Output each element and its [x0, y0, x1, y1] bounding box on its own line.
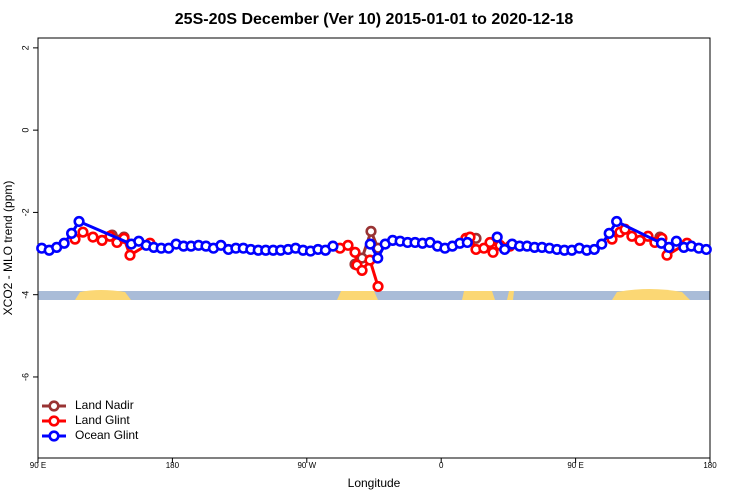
point	[365, 225, 377, 237]
land-band	[75, 290, 131, 300]
y-tick-label: 2	[20, 45, 30, 50]
point	[603, 227, 615, 239]
y-tick-label: -4	[20, 291, 30, 299]
x-tick-label: 90 W	[297, 461, 316, 470]
point	[663, 241, 675, 253]
point	[461, 236, 473, 249]
point	[58, 237, 70, 249]
surface-band	[38, 289, 710, 300]
point	[487, 246, 499, 258]
legend-label: Land Nadir	[75, 398, 134, 412]
point	[484, 236, 496, 249]
point	[73, 215, 85, 228]
point	[596, 238, 608, 250]
legend-label: Ocean Glint	[75, 428, 139, 442]
point	[349, 246, 361, 258]
point	[372, 280, 384, 293]
point	[499, 243, 511, 256]
point	[364, 238, 376, 250]
x-tick-label: 180	[166, 461, 180, 470]
legend-marker	[48, 415, 60, 427]
land-band	[462, 291, 495, 300]
chart-title: 25S-20S December (Ver 10) 2015-01-01 to …	[175, 11, 574, 28]
point	[588, 243, 600, 256]
x-tick-label: 180	[703, 461, 717, 470]
y-axis-label: XCO2 - MLO trend (ppm)	[1, 181, 15, 316]
series	[36, 215, 712, 264]
y-tick-label: -2	[20, 208, 30, 216]
point	[491, 231, 503, 243]
land-band	[337, 291, 378, 300]
point	[327, 240, 339, 252]
y-tick-label: -6	[20, 373, 30, 381]
point	[356, 264, 368, 277]
point	[87, 231, 99, 243]
x-tick-label: 90 E	[567, 461, 583, 470]
point	[611, 215, 623, 228]
legend-marker	[48, 430, 60, 442]
x-axis-label: Longitude	[348, 476, 401, 490]
land-band	[507, 291, 514, 300]
point	[124, 249, 136, 261]
x-tick-label: 0	[439, 461, 444, 470]
land-band	[612, 289, 690, 300]
point	[342, 239, 354, 251]
point	[372, 252, 384, 264]
legend-label: Land Glint	[75, 413, 130, 427]
x-tick-label: 90 E	[30, 461, 46, 470]
point	[65, 227, 78, 239]
point	[670, 235, 683, 247]
point	[700, 243, 712, 256]
y-tick-label: 0	[20, 128, 30, 133]
point	[77, 226, 89, 238]
legend-marker	[48, 400, 60, 412]
